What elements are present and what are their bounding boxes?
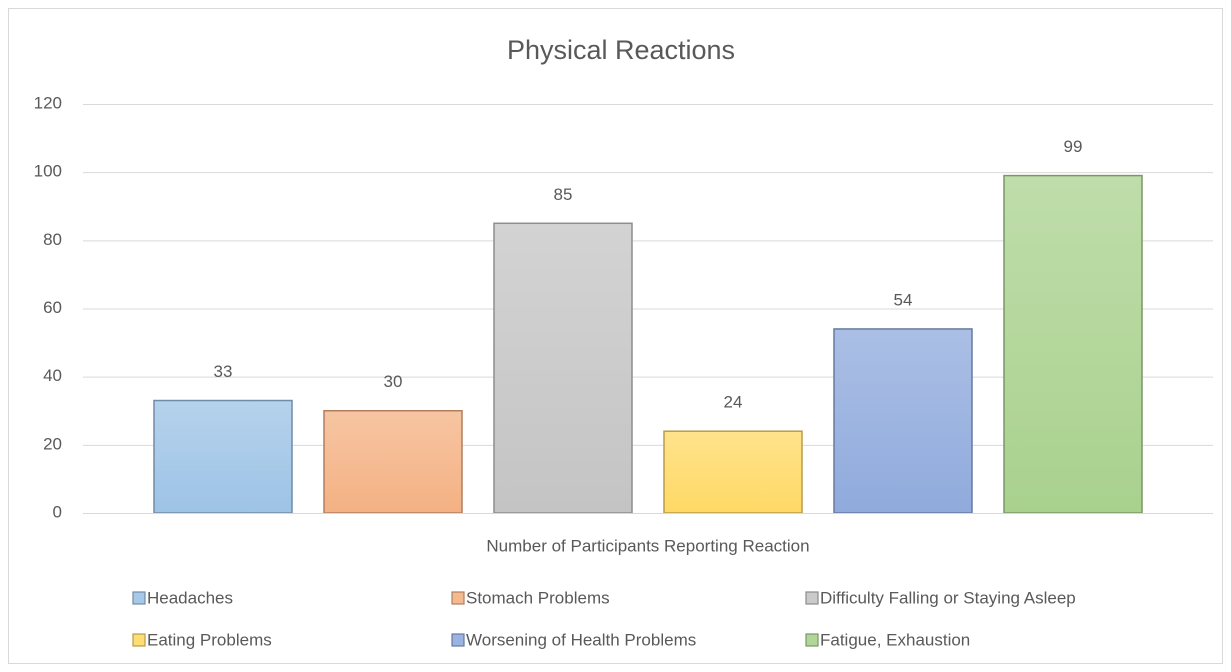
legend-swatch bbox=[805, 591, 819, 605]
bar bbox=[1003, 174, 1143, 514]
y-tick-label: 100 bbox=[34, 162, 62, 181]
legend-label: Headaches bbox=[147, 588, 233, 607]
y-tick-label: 120 bbox=[34, 93, 62, 112]
bar bbox=[323, 410, 463, 514]
legend-label: Fatigue, Exhaustion bbox=[820, 630, 970, 649]
legend-label: Eating Problems bbox=[147, 630, 272, 649]
legend-label: Difficulty Falling or Staying Asleep bbox=[820, 588, 1076, 607]
y-tick-label: 60 bbox=[43, 298, 62, 317]
data-label: 54 bbox=[894, 290, 913, 309]
data-label: 33 bbox=[214, 362, 233, 381]
bar bbox=[153, 399, 293, 514]
bar bbox=[493, 222, 633, 514]
legend-label: Stomach Problems bbox=[466, 588, 610, 607]
legend-swatch bbox=[451, 591, 465, 605]
y-tick-label: 0 bbox=[53, 502, 62, 521]
bar bbox=[663, 430, 803, 514]
data-label: 24 bbox=[724, 393, 743, 412]
bar bbox=[833, 328, 973, 514]
legend-swatch bbox=[132, 591, 146, 605]
data-label: 85 bbox=[554, 185, 573, 204]
chart-title: Physical Reactions bbox=[507, 35, 735, 65]
legend-swatch bbox=[132, 633, 146, 647]
y-tick-label: 20 bbox=[43, 434, 62, 453]
legend-swatch bbox=[805, 633, 819, 647]
x-axis-label: Number of Participants Reporting Reactio… bbox=[486, 536, 809, 555]
y-tick-label: 80 bbox=[43, 230, 62, 249]
y-tick-label: 40 bbox=[43, 366, 62, 385]
data-label: 30 bbox=[384, 372, 403, 391]
legend-swatch bbox=[451, 633, 465, 647]
legend-label: Worsening of Health Problems bbox=[466, 630, 696, 649]
data-label: 99 bbox=[1064, 137, 1083, 156]
